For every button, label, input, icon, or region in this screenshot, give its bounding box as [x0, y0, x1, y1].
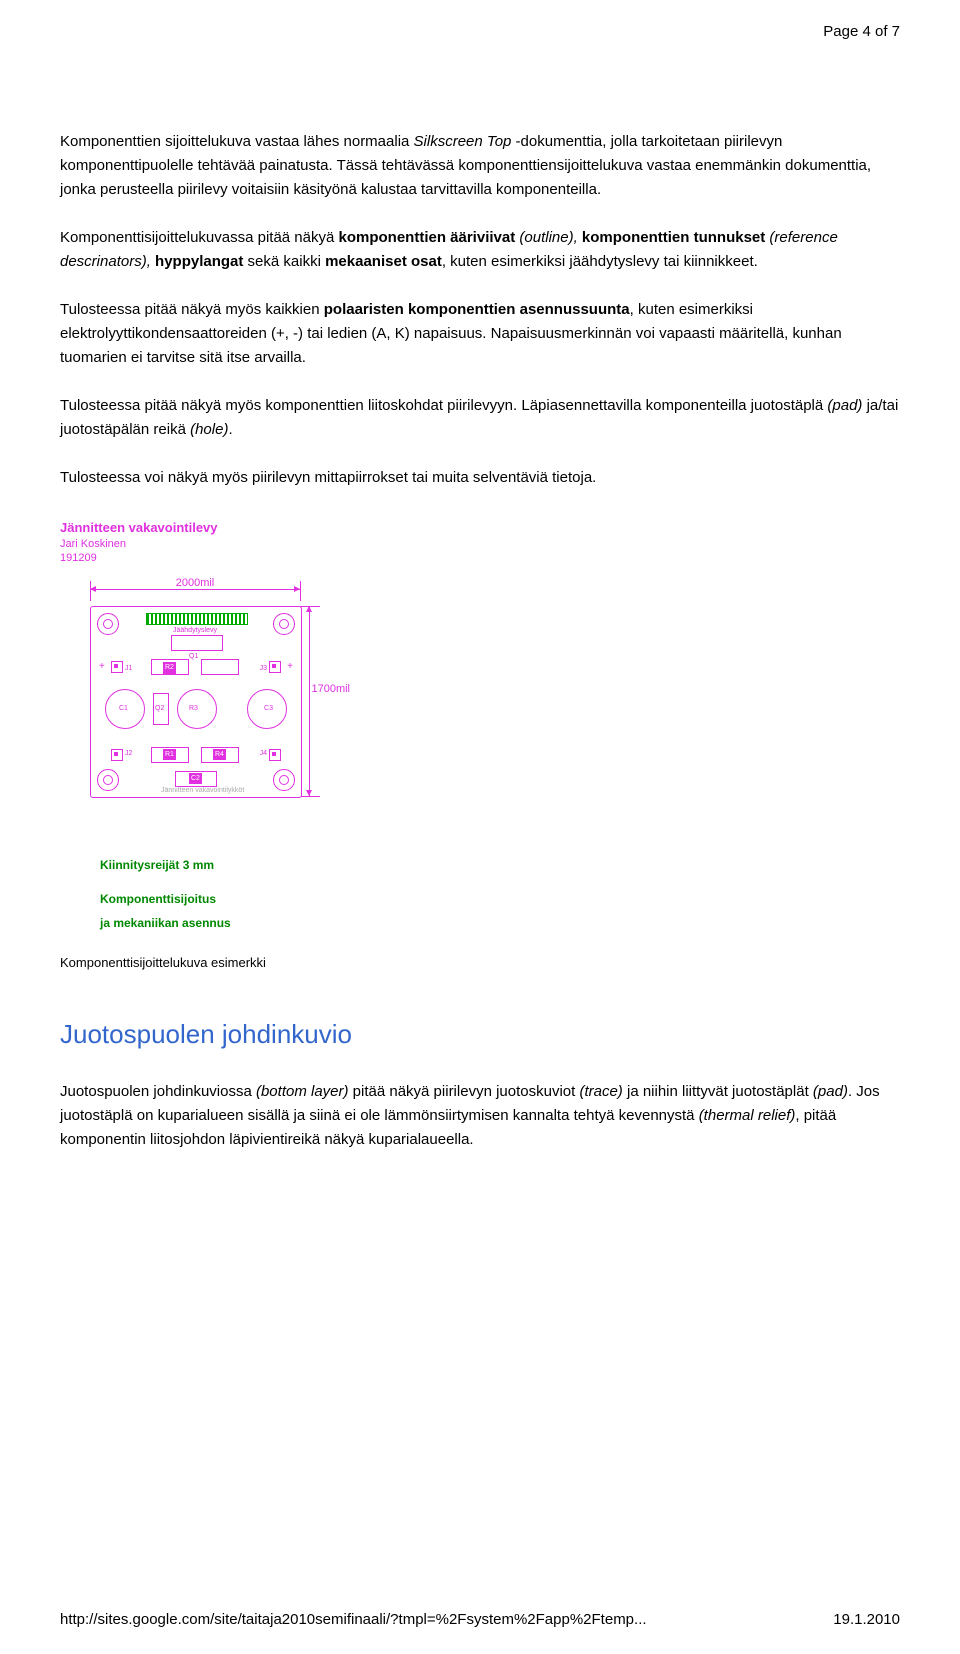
- dim-height-arrow: [309, 606, 310, 796]
- comp-label: J1: [125, 663, 132, 674]
- text-italic: Silkscreen Top: [414, 133, 512, 150]
- dim-width-arrow: [90, 589, 300, 590]
- pcb-outline: Jäähdytyslevy Q1 + J1 R2 J3 +: [90, 606, 302, 798]
- text-italic: (pad): [827, 397, 862, 414]
- dim-height-label: 1700mil: [311, 681, 350, 699]
- text-bold: hyppylangat: [151, 253, 244, 270]
- dim-ext: [300, 796, 320, 797]
- footer-line: ja mekaniikan asennus: [100, 911, 900, 935]
- paragraph-1: Komponenttien sijoittelukuva vastaa lähe…: [60, 130, 900, 202]
- footer-line: Komponenttisijoitus: [100, 887, 900, 911]
- text: Tulosteessa pitää näkyä myös komponentti…: [60, 397, 827, 414]
- text-italic: (bottom layer): [256, 1083, 349, 1100]
- comp-label: C3: [264, 703, 273, 714]
- text: Juotospuolen johdinkuviossa: [60, 1083, 256, 1100]
- page-number: Page 4 of 7: [823, 20, 900, 44]
- diagram-title: Jännitteen vakavointilevy Jari Koskinen …: [60, 520, 900, 565]
- pcb-diagram: Jännitteen vakavointilevy Jari Koskinen …: [60, 520, 900, 935]
- title-line: Jari Koskinen: [60, 537, 900, 551]
- pad: [111, 749, 123, 761]
- dim-ext: [300, 581, 301, 601]
- text-italic: (thermal relief): [699, 1107, 796, 1124]
- dim-ext: [90, 581, 91, 601]
- text: Komponenttien sijoittelukuva vastaa lähe…: [60, 133, 414, 150]
- text-italic: (hole): [190, 421, 228, 438]
- comp-label: C2: [189, 773, 202, 784]
- text: ja niihin liittyvät juotostäplät: [623, 1083, 813, 1100]
- mounting-hole: [273, 613, 295, 635]
- diagram-footer: Kiinnitysreijät 3 mm Komponenttisijoitus…: [100, 853, 900, 935]
- page-footer: http://sites.google.com/site/taitaja2010…: [60, 1608, 900, 1632]
- comp-label: R3: [189, 703, 198, 714]
- title-line: Jännitteen vakavointilevy: [60, 520, 900, 537]
- text: Komponenttisijoittelukuvassa pitää näkyä: [60, 229, 339, 246]
- text-italic: (pad): [813, 1083, 848, 1100]
- polarity-mark: +: [287, 659, 293, 675]
- figure-caption: Komponenttisijoittelukuva esimerkki: [60, 953, 900, 974]
- dim-ext: [300, 606, 320, 607]
- comp-label: J2: [125, 748, 132, 759]
- comp-label: Jännitteen vakavointilykköt: [161, 785, 244, 796]
- text: sekä kaikki: [243, 253, 325, 270]
- comp-label: Q2: [155, 703, 164, 714]
- title-line: 191209: [60, 551, 900, 565]
- text: pitää näkyä piirilevyn juotoskuviot: [349, 1083, 580, 1100]
- mounting-hole: [97, 769, 119, 791]
- pad: [111, 661, 123, 673]
- comp-label: J4: [260, 748, 267, 759]
- board-drawing: 2000mil 1700mil Jäähdytyslevy: [60, 571, 360, 841]
- pad: [269, 661, 281, 673]
- pad: [269, 749, 281, 761]
- text-bold: polaaristen komponenttien asennussuunta: [324, 301, 630, 318]
- comp-label: Q1: [189, 651, 198, 662]
- footer-line: Kiinnitysreijät 3 mm: [100, 853, 900, 877]
- mounting-hole: [273, 769, 295, 791]
- polarity-mark: +: [99, 659, 105, 675]
- component: [201, 659, 239, 675]
- section-heading: Juotospuolen johdinkuvio: [60, 1014, 900, 1056]
- paragraph-6: Juotospuolen johdinkuviossa (bottom laye…: [60, 1080, 900, 1152]
- footer-url: http://sites.google.com/site/taitaja2010…: [60, 1608, 647, 1632]
- footer-date: 19.1.2010: [833, 1608, 900, 1632]
- text-bold: komponenttien ääriviivat: [339, 229, 516, 246]
- paragraph-4: Tulosteessa pitää näkyä myös komponentti…: [60, 394, 900, 442]
- text: Tulosteessa pitää näkyä myös kaikkien: [60, 301, 324, 318]
- mounting-hole: [97, 613, 119, 635]
- component: [171, 635, 223, 651]
- comp-label: J3: [260, 663, 267, 674]
- heatsink: [146, 613, 248, 625]
- text-italic: (outline),: [515, 229, 578, 246]
- text-bold: mekaaniset osat: [325, 253, 442, 270]
- comp-label: R4: [213, 749, 226, 760]
- paragraph-5: Tulosteessa voi näkyä myös piirilevyn mi…: [60, 466, 900, 490]
- comp-label: C1: [119, 703, 128, 714]
- paragraph-3: Tulosteessa pitää näkyä myös kaikkien po…: [60, 298, 900, 370]
- paragraph-2: Komponenttisijoittelukuvassa pitää näkyä…: [60, 226, 900, 274]
- text: .: [228, 421, 232, 438]
- text-bold: komponenttien tunnukset: [578, 229, 766, 246]
- comp-label: R2: [163, 662, 176, 673]
- comp-label: R1: [163, 749, 176, 760]
- text-italic: (trace): [579, 1083, 622, 1100]
- text: , kuten esimerkiksi jäähdytyslevy tai ki…: [442, 253, 758, 270]
